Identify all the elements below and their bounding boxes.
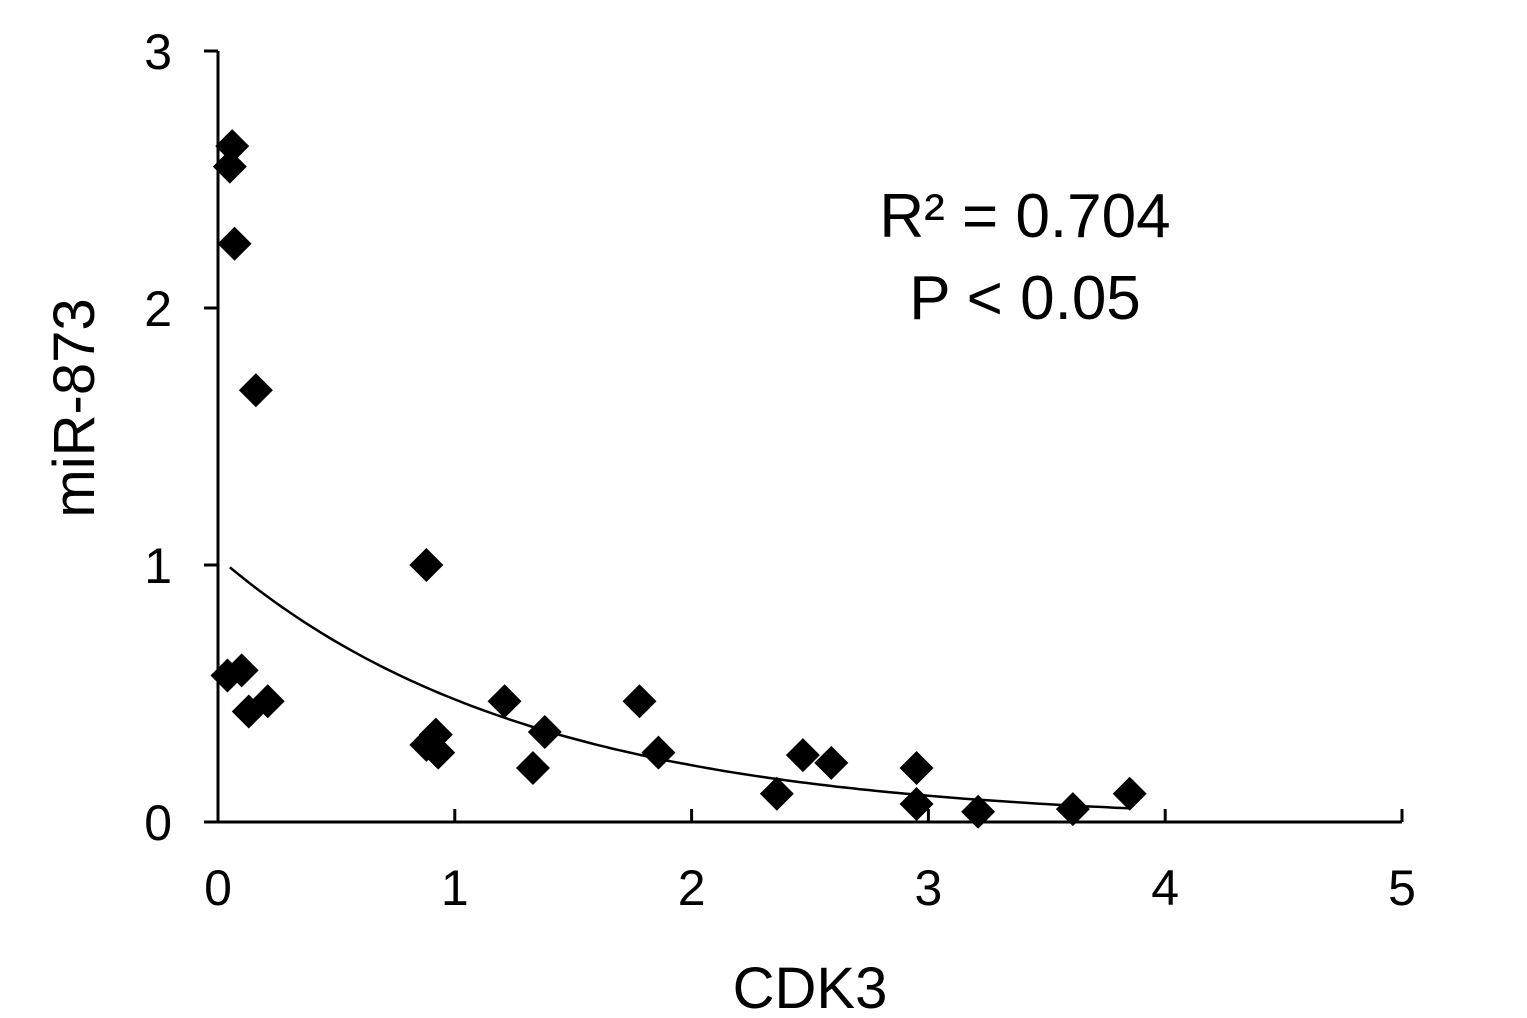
data-point [217,226,252,261]
y-tick-label: 1 [144,538,172,594]
data-point [250,684,285,719]
x-axis-label: CDK3 [733,956,888,1018]
data-point [421,735,456,770]
data-point [215,129,250,164]
ticks [204,49,1404,824]
x-tick-label: 5 [1388,860,1416,916]
tick-labels: 0 1 2 3 4 5 0 1 2 3 [144,24,1416,916]
data-points [210,129,1147,829]
data-point [759,776,794,811]
data-point [622,684,657,719]
x-tick-label: 3 [914,860,942,916]
data-point [527,715,562,750]
data-point [814,745,849,780]
p-value-annotation: P < 0.05 [909,264,1141,333]
data-point [224,653,259,688]
x-tick-label: 2 [678,860,706,916]
data-point [785,738,820,773]
data-point [515,751,550,786]
data-point [1112,776,1147,811]
data-point [961,794,996,829]
data-point [212,149,247,184]
y-tick-label: 3 [144,24,172,80]
y-tick-label: 2 [144,281,172,337]
data-point [409,548,444,582]
x-tick-label: 4 [1151,860,1179,916]
data-point [641,735,676,770]
x-tick-label: 0 [204,860,232,916]
data-point [1055,792,1090,827]
data-point [899,751,934,786]
y-axis-label: miR-873 [42,298,107,517]
x-tick-label: 1 [441,860,469,916]
data-point [899,787,934,822]
data-point [238,373,273,408]
data-point [487,684,522,719]
axes [204,51,1402,824]
r-squared-annotation: R² = 0.704 [879,182,1170,251]
trendline [229,566,1130,810]
y-tick-label: 0 [144,795,172,851]
